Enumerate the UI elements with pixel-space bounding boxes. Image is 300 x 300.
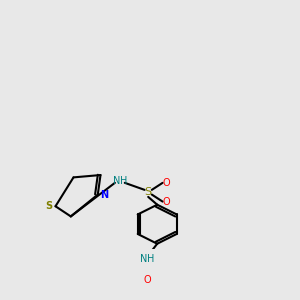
Text: N: N — [140, 254, 147, 264]
Text: H: H — [120, 176, 128, 186]
Text: S: S — [145, 187, 152, 197]
Text: N: N — [100, 190, 108, 200]
Text: S: S — [46, 201, 53, 211]
Text: O: O — [143, 275, 151, 285]
Text: N: N — [113, 176, 120, 186]
Text: O: O — [162, 178, 170, 188]
Text: O: O — [162, 196, 170, 207]
Text: H: H — [147, 254, 155, 264]
